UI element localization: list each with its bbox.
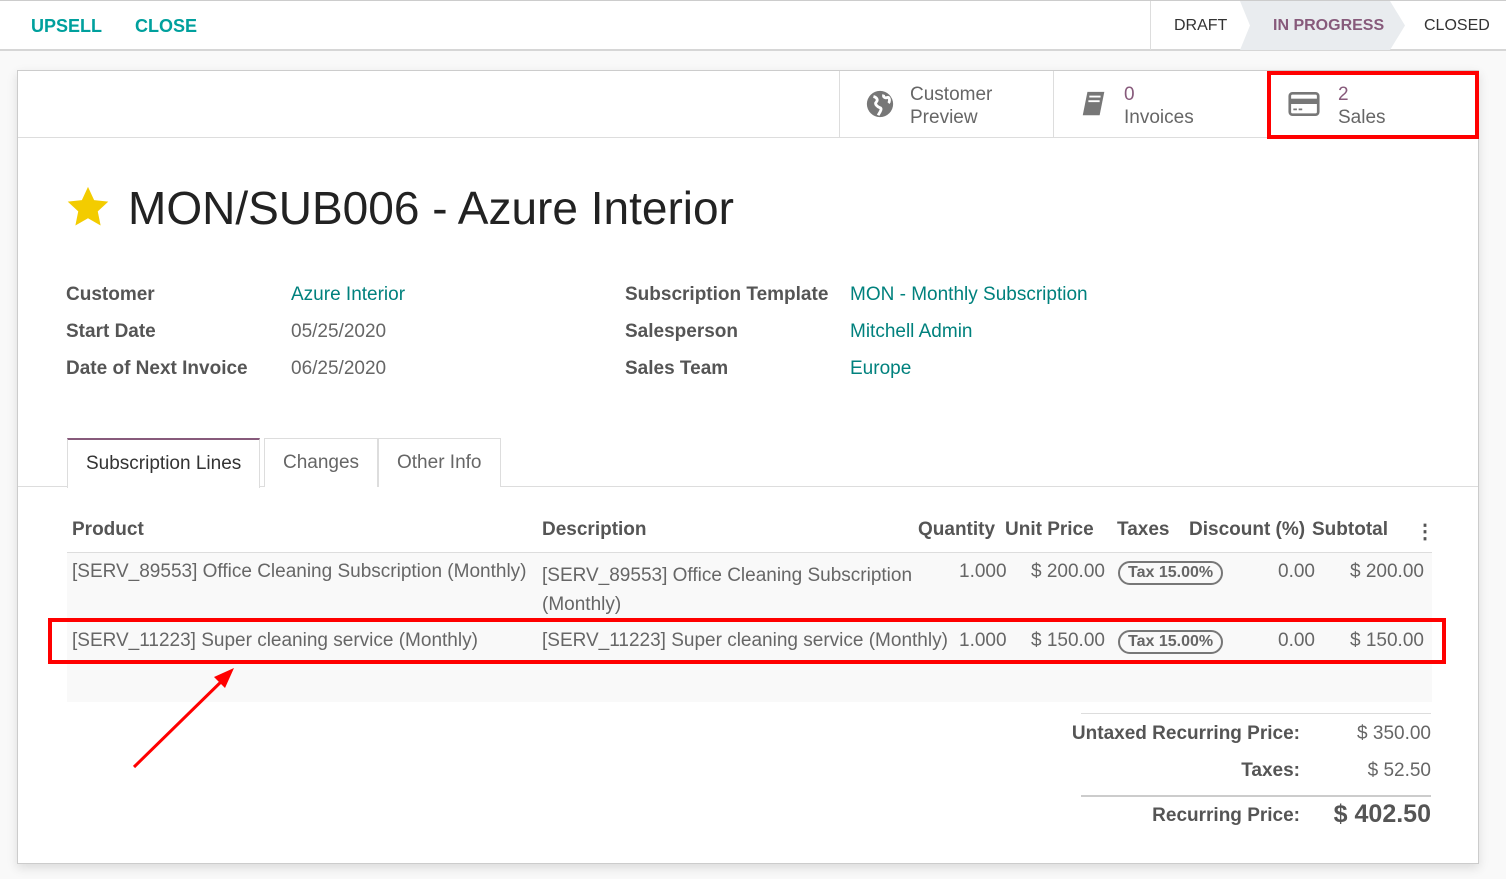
product-cell[interactable]: [SERV_11223] Super cleaning service (Mon…: [72, 630, 478, 651]
untaxed-label: Untaxed Recurring Price:: [1071, 723, 1300, 744]
subtotal-cell: $ 150.00: [1350, 630, 1424, 651]
salesperson-link[interactable]: Mitchell Admin: [850, 321, 973, 342]
template-label: Subscription Template: [625, 284, 829, 305]
sales-team-link[interactable]: Europe: [850, 358, 912, 379]
subtotal-cell: $ 200.00: [1350, 561, 1424, 582]
untaxed-value: $ 350.00: [1357, 723, 1431, 744]
lines-table-body: [67, 552, 1432, 702]
customer-label: Customer: [66, 284, 155, 305]
star-icon[interactable]: [65, 185, 111, 229]
col-description[interactable]: Description: [542, 519, 647, 540]
discount-cell[interactable]: 0.00: [1278, 630, 1315, 651]
col-product[interactable]: Product: [72, 519, 144, 540]
tabs-divider: [18, 486, 1478, 487]
arrow-annotation: [132, 668, 234, 769]
status-active-bg: [1240, 1, 1405, 50]
preview-label: Customer: [910, 84, 993, 105]
invoices-count: 0: [1124, 84, 1135, 105]
page-title: MON/SUB006 - Azure Interior: [128, 182, 734, 234]
recurring-price-label: Recurring Price:: [1152, 805, 1300, 826]
start-date-value[interactable]: 05/25/2020: [291, 321, 387, 342]
book-icon: [1082, 91, 1105, 116]
taxes-value: $ 52.50: [1367, 760, 1431, 781]
unit-price-cell[interactable]: $ 150.00: [1031, 630, 1105, 651]
sales-count: 2: [1338, 84, 1349, 105]
taxes-label: Taxes:: [1241, 760, 1300, 781]
recurring-price-value: $ 402.50: [1333, 800, 1431, 828]
close-button[interactable]: CLOSE: [135, 16, 198, 36]
divider: [1081, 795, 1431, 797]
sales-button[interactable]: 2 Sales: [1267, 71, 1479, 137]
unit-price-cell[interactable]: $ 200.00: [1031, 561, 1105, 582]
tax-badge[interactable]: Tax 15.00%: [1118, 561, 1224, 585]
tab-subscription-lines[interactable]: Subscription Lines: [67, 438, 261, 488]
tab-changes[interactable]: Changes: [264, 438, 379, 487]
highlight-box-sales: [1267, 71, 1479, 139]
discount-cell[interactable]: 0.00: [1278, 561, 1315, 582]
description-line: [SERV_89553] Office Cleaning Subscriptio…: [542, 565, 913, 586]
col-unit-price[interactable]: Unit Price: [1005, 519, 1094, 540]
salesperson-label: Salesperson: [625, 321, 738, 342]
next-invoice-value[interactable]: 06/25/2020: [291, 358, 387, 379]
start-date-label: Start Date: [66, 321, 156, 342]
invoices-button[interactable]: 0 Invoices: [1053, 71, 1267, 137]
preview-label: Preview: [910, 107, 978, 128]
highlight-box-row: [48, 618, 1446, 664]
description-line: (Monthly): [542, 594, 622, 615]
control-panel: UPSELL CLOSE DRAFT IN PROGRESS CLOSED: [0, 0, 1506, 51]
col-discount[interactable]: Discount (%): [1189, 519, 1306, 540]
col-taxes[interactable]: Taxes: [1117, 519, 1170, 540]
divider: [1150, 1, 1151, 50]
description-cell[interactable]: [SERV_11223] Super cleaning service (Mon…: [542, 630, 948, 651]
template-link[interactable]: MON - Monthly Subscription: [850, 284, 1088, 305]
credit-card-icon: [1288, 92, 1320, 116]
quantity-cell[interactable]: 1.000: [959, 561, 1007, 582]
tab-other-info[interactable]: Other Info: [378, 438, 501, 487]
upsell-button[interactable]: UPSELL: [31, 16, 103, 36]
globe-icon: [866, 90, 894, 118]
col-subtotal[interactable]: Subtotal: [1312, 519, 1388, 540]
column-options-icon[interactable]: ⋮: [1415, 521, 1435, 543]
divider: [18, 137, 1478, 138]
product-cell[interactable]: [SERV_89553] Office Cleaning Subscriptio…: [72, 561, 527, 582]
next-invoice-label: Date of Next Invoice: [66, 358, 248, 379]
tax-badge[interactable]: Tax 15.00%: [1118, 630, 1224, 654]
customer-link[interactable]: Azure Interior: [291, 284, 406, 305]
quantity-cell[interactable]: 1.000: [959, 630, 1007, 651]
invoices-label: Invoices: [1124, 107, 1194, 128]
customer-preview-button[interactable]: Customer Preview: [839, 71, 1053, 137]
form-sheet: Customer Preview 0 Invoices 2 Sales MON/SUB…: [17, 70, 1479, 864]
sales-team-label: Sales Team: [625, 358, 729, 379]
divider: [1081, 713, 1431, 714]
description-cell[interactable]: [SERV_89553] Office Cleaning Subscriptio…: [542, 561, 912, 619]
status-in-progress[interactable]: IN PROGRESS: [1273, 17, 1385, 34]
status-draft[interactable]: DRAFT: [1174, 17, 1228, 34]
col-quantity[interactable]: Quantity: [918, 519, 996, 540]
status-closed[interactable]: CLOSED: [1424, 17, 1490, 34]
sales-label: Sales: [1338, 107, 1386, 128]
